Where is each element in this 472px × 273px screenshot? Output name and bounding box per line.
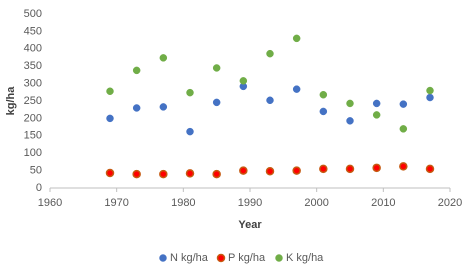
y-tick-label: 50 [30,165,42,177]
point [132,169,141,179]
point [399,100,408,108]
point [106,87,114,96]
x-tick-label: 1970 [104,197,128,209]
y-tick-label: 300 [24,78,42,90]
legend-label: N kg/ha [170,252,209,264]
legend-marker [159,254,167,262]
point [239,77,248,85]
point [372,111,381,119]
point [345,164,355,174]
point [212,169,221,179]
legend-label: K kg/ha [286,252,324,264]
point [399,162,408,171]
point [319,90,328,99]
y-tick-label: 200 [24,112,42,124]
point [346,99,354,108]
y-tick-label: 100 [24,147,42,159]
point [372,163,381,173]
y-tick-label: 350 [24,60,42,72]
x-tick-label: 2020 [438,197,462,209]
point [159,169,168,179]
x-tick-label: 2010 [371,197,395,209]
point [186,88,194,97]
point [239,166,248,175]
point [105,168,115,178]
point [106,114,114,123]
x-tick-label: 2000 [304,197,328,209]
y-tick-label: 150 [24,130,42,142]
point [185,169,195,178]
x-tick-label: 1980 [171,197,195,209]
legend-marker [275,254,283,262]
point [399,125,408,133]
point [372,99,381,108]
y-tick-label: 500 [24,8,42,20]
y-tick-label: 0 [36,182,42,194]
legend-marker [216,253,226,263]
point [346,117,354,125]
point [159,54,168,62]
point [425,164,435,174]
point [292,166,301,175]
y-tick-label: 450 [24,25,42,37]
point [426,93,434,102]
x-axis-title: Year [238,219,262,231]
point [292,34,301,43]
point [132,104,141,112]
point [265,167,275,176]
y-tick-label: 400 [24,43,42,55]
x-tick-label: 1990 [238,197,262,209]
y-tick-label: 250 [24,95,42,107]
x-tick-label: 1960 [38,197,62,209]
point [319,164,328,174]
point [266,96,274,105]
point [159,103,168,111]
point [266,49,274,58]
point [319,107,328,116]
point [132,66,141,75]
point [186,127,194,136]
legend-label: P kg/ha [228,252,266,264]
point [212,64,221,72]
y-axis-title: kg/ha [5,86,17,116]
point [426,86,434,95]
point [212,98,221,107]
point [292,85,301,93]
